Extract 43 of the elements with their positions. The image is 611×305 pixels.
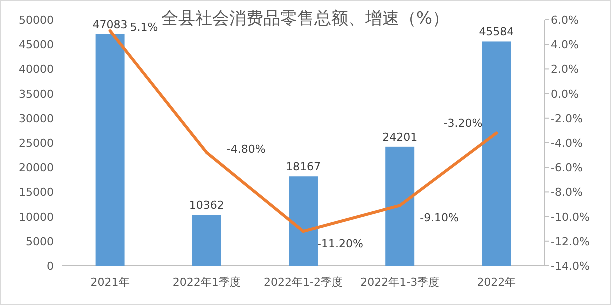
bar [96,34,125,266]
y2-tick-label: -14.0% [551,260,590,273]
y-tick-label: 10000 [19,210,54,224]
y2-tick-label: 6.0% [551,14,579,27]
y2-tick-label: -10.0% [551,210,590,224]
y2-tick-label: -2.0% [551,112,583,126]
x-tick-label: 2022年1-3季度 [360,276,440,289]
y-tick-label: 50000 [19,14,54,27]
x-tick-label: 2021年 [90,276,130,289]
bar [289,176,318,266]
y2-tick-label: 2.0% [551,63,579,76]
y2-tick-label: -8.0% [551,186,583,200]
data-label: -3.20% [444,117,483,130]
y2-tick-label: 0.0% [551,88,579,101]
x-tick-label: 2022年1季度 [172,276,241,289]
y2-tick-label: 4.0% [551,38,579,52]
bar [192,215,222,266]
y-tick-label: 35000 [19,88,54,101]
data-label: 45584 [479,26,514,39]
data-label: 10362 [189,199,224,212]
y-tick-label: 30000 [19,112,54,126]
data-label: 5.1% [130,21,158,34]
x-tick-label: 2022年 [477,276,516,289]
y-tick-label: 15000 [19,186,54,200]
chart-title: 全县社会消费品零售总额、增速（%） [161,9,450,29]
bar [482,42,512,266]
data-label: -9.10% [420,212,460,225]
y-tick-label: 45000 [19,38,54,52]
y2-tick-label: -12.0% [551,235,590,248]
data-label: 24201 [382,130,418,144]
data-label: -11.20% [318,238,364,251]
data-label: -4.80% [226,142,266,156]
y-tick-label: 5000 [26,235,54,248]
y-tick-label: 20000 [19,162,54,175]
data-label: 18167 [286,160,321,174]
y2-tick-label: -6.0% [551,162,583,175]
y-tick-label: 40000 [19,63,54,76]
data-label: 47083 [92,18,128,32]
y-tick-label: 25000 [19,137,54,150]
bar [386,146,415,266]
y2-tick-label: -4.0% [551,137,583,150]
y-tick-label: 0 [47,260,54,273]
x-tick-label: 2022年1-2季度 [264,276,343,289]
